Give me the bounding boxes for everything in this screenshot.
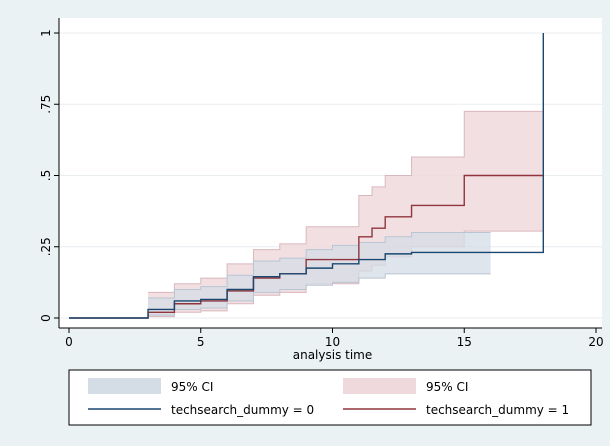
ci-band-series-1	[148, 111, 544, 317]
legend-label-3: techsearch_dummy = 1	[426, 403, 569, 417]
x-axis-title: analysis time	[293, 348, 373, 362]
confidence-bands	[148, 110, 544, 318]
x-tick-label-0: 0	[65, 335, 73, 349]
legend-label-1: 95% CI	[426, 380, 468, 394]
x-tick-label-1: 5	[197, 335, 205, 349]
ci-band-series-0	[148, 232, 491, 316]
step-line-series-0	[69, 33, 544, 319]
y-tick-label-2: .5	[39, 170, 53, 181]
legend-label-0: 95% CI	[171, 380, 213, 394]
legend-swatch-ci-0	[88, 378, 161, 394]
ci-upper-series-0	[148, 232, 491, 299]
y-tick-label-1: .25	[39, 237, 53, 256]
series-lines	[69, 33, 544, 319]
y-tick-label-4: 1	[39, 29, 53, 37]
x-tick-label-4: 20	[588, 335, 603, 349]
y-tick-label-0: 0	[39, 314, 53, 322]
x-tick-label-3: 15	[457, 335, 472, 349]
legend-swatch-ci-1	[343, 378, 416, 394]
legend: 95% CI 95% CI techsearch_dummy = 0 techsear…	[68, 369, 592, 426]
ci-upper-series-1	[148, 110, 544, 293]
ci-lower-series-0	[148, 273, 491, 316]
x-tick-label-2: 10	[325, 335, 340, 349]
legend-label-2: techsearch_dummy = 0	[171, 403, 314, 417]
y-tick-label-3: .75	[39, 95, 53, 114]
